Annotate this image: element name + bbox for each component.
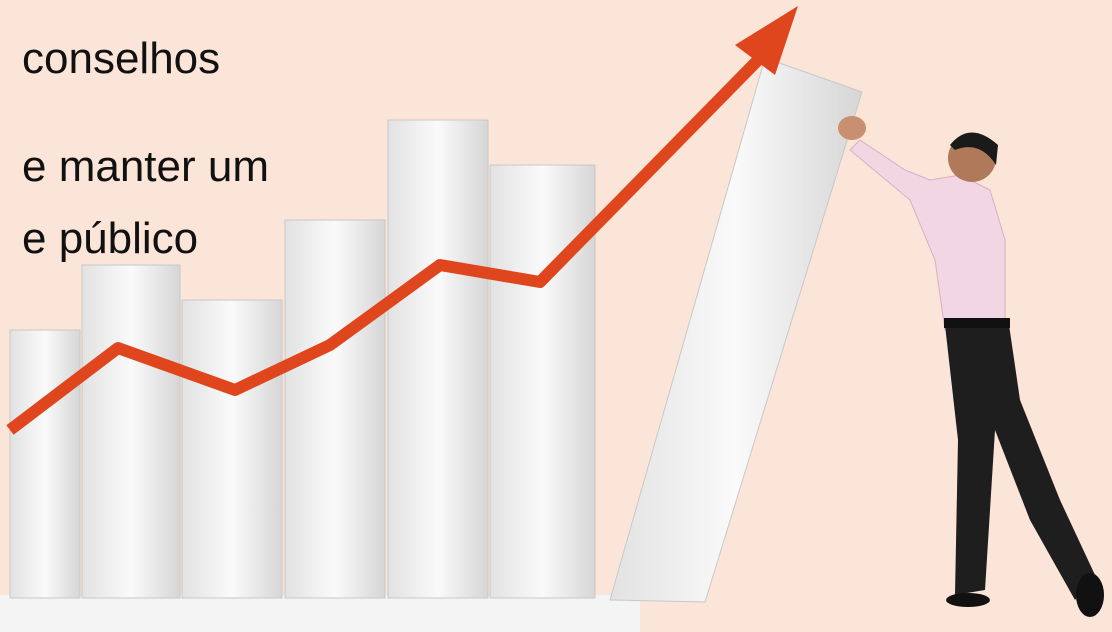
text-line: e público bbox=[22, 214, 199, 263]
text-line: e manter um bbox=[22, 142, 269, 191]
text-line: conselhos bbox=[22, 34, 221, 83]
trend-arrow bbox=[6, 53, 765, 435]
floor bbox=[0, 595, 640, 632]
arrow-head bbox=[735, 6, 798, 75]
falling-bar bbox=[609, 57, 863, 603]
bars bbox=[9, 119, 596, 599]
man bbox=[838, 116, 1104, 617]
